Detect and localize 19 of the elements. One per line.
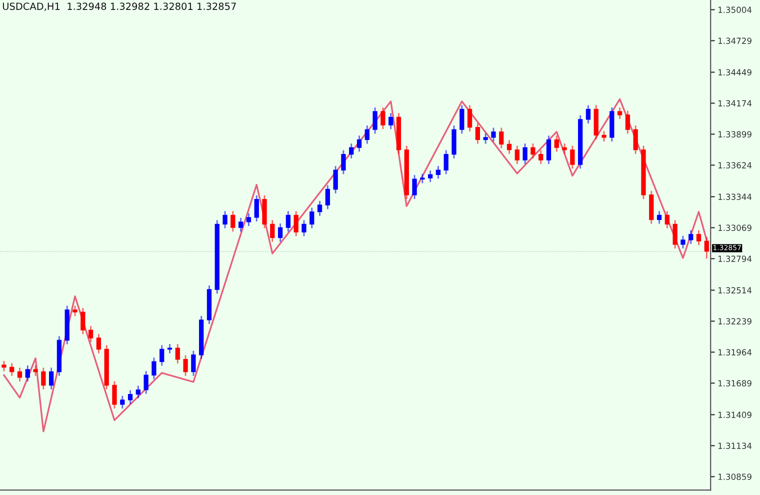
y-tick-label: 1.33899 bbox=[718, 131, 752, 138]
y-tick-label: 1.31689 bbox=[718, 380, 752, 386]
candlestick bbox=[420, 174, 425, 184]
y-tick-label: 1.32514 bbox=[718, 287, 752, 294]
y-tick-label: 1.33344 bbox=[718, 194, 752, 200]
y-tick-label: 1.30859 bbox=[718, 474, 752, 480]
y-tick-label: 1.32239 bbox=[718, 318, 752, 324]
chart-title: USDCAD,H1 1.32948 1.32982 1.32801 1.32857 bbox=[2, 2, 236, 11]
y-tick-label: 1.33069 bbox=[718, 224, 752, 231]
y-tick-label: 1.31964 bbox=[718, 349, 752, 356]
line-series bbox=[3, 98, 708, 432]
y-tick-label: 1.34729 bbox=[718, 38, 752, 44]
y-tick-label: 1.34174 bbox=[718, 100, 752, 106]
y-tick-label: 1.34449 bbox=[718, 69, 752, 76]
y-tick-label: 1.31134 bbox=[718, 442, 752, 449]
y-tick-label: 1.33624 bbox=[718, 162, 752, 168]
y-tick-label: 1.31409 bbox=[718, 412, 752, 418]
y-tick-label: 1.32794 bbox=[718, 256, 752, 262]
y-tick-label: 1.35004 bbox=[718, 6, 752, 13]
